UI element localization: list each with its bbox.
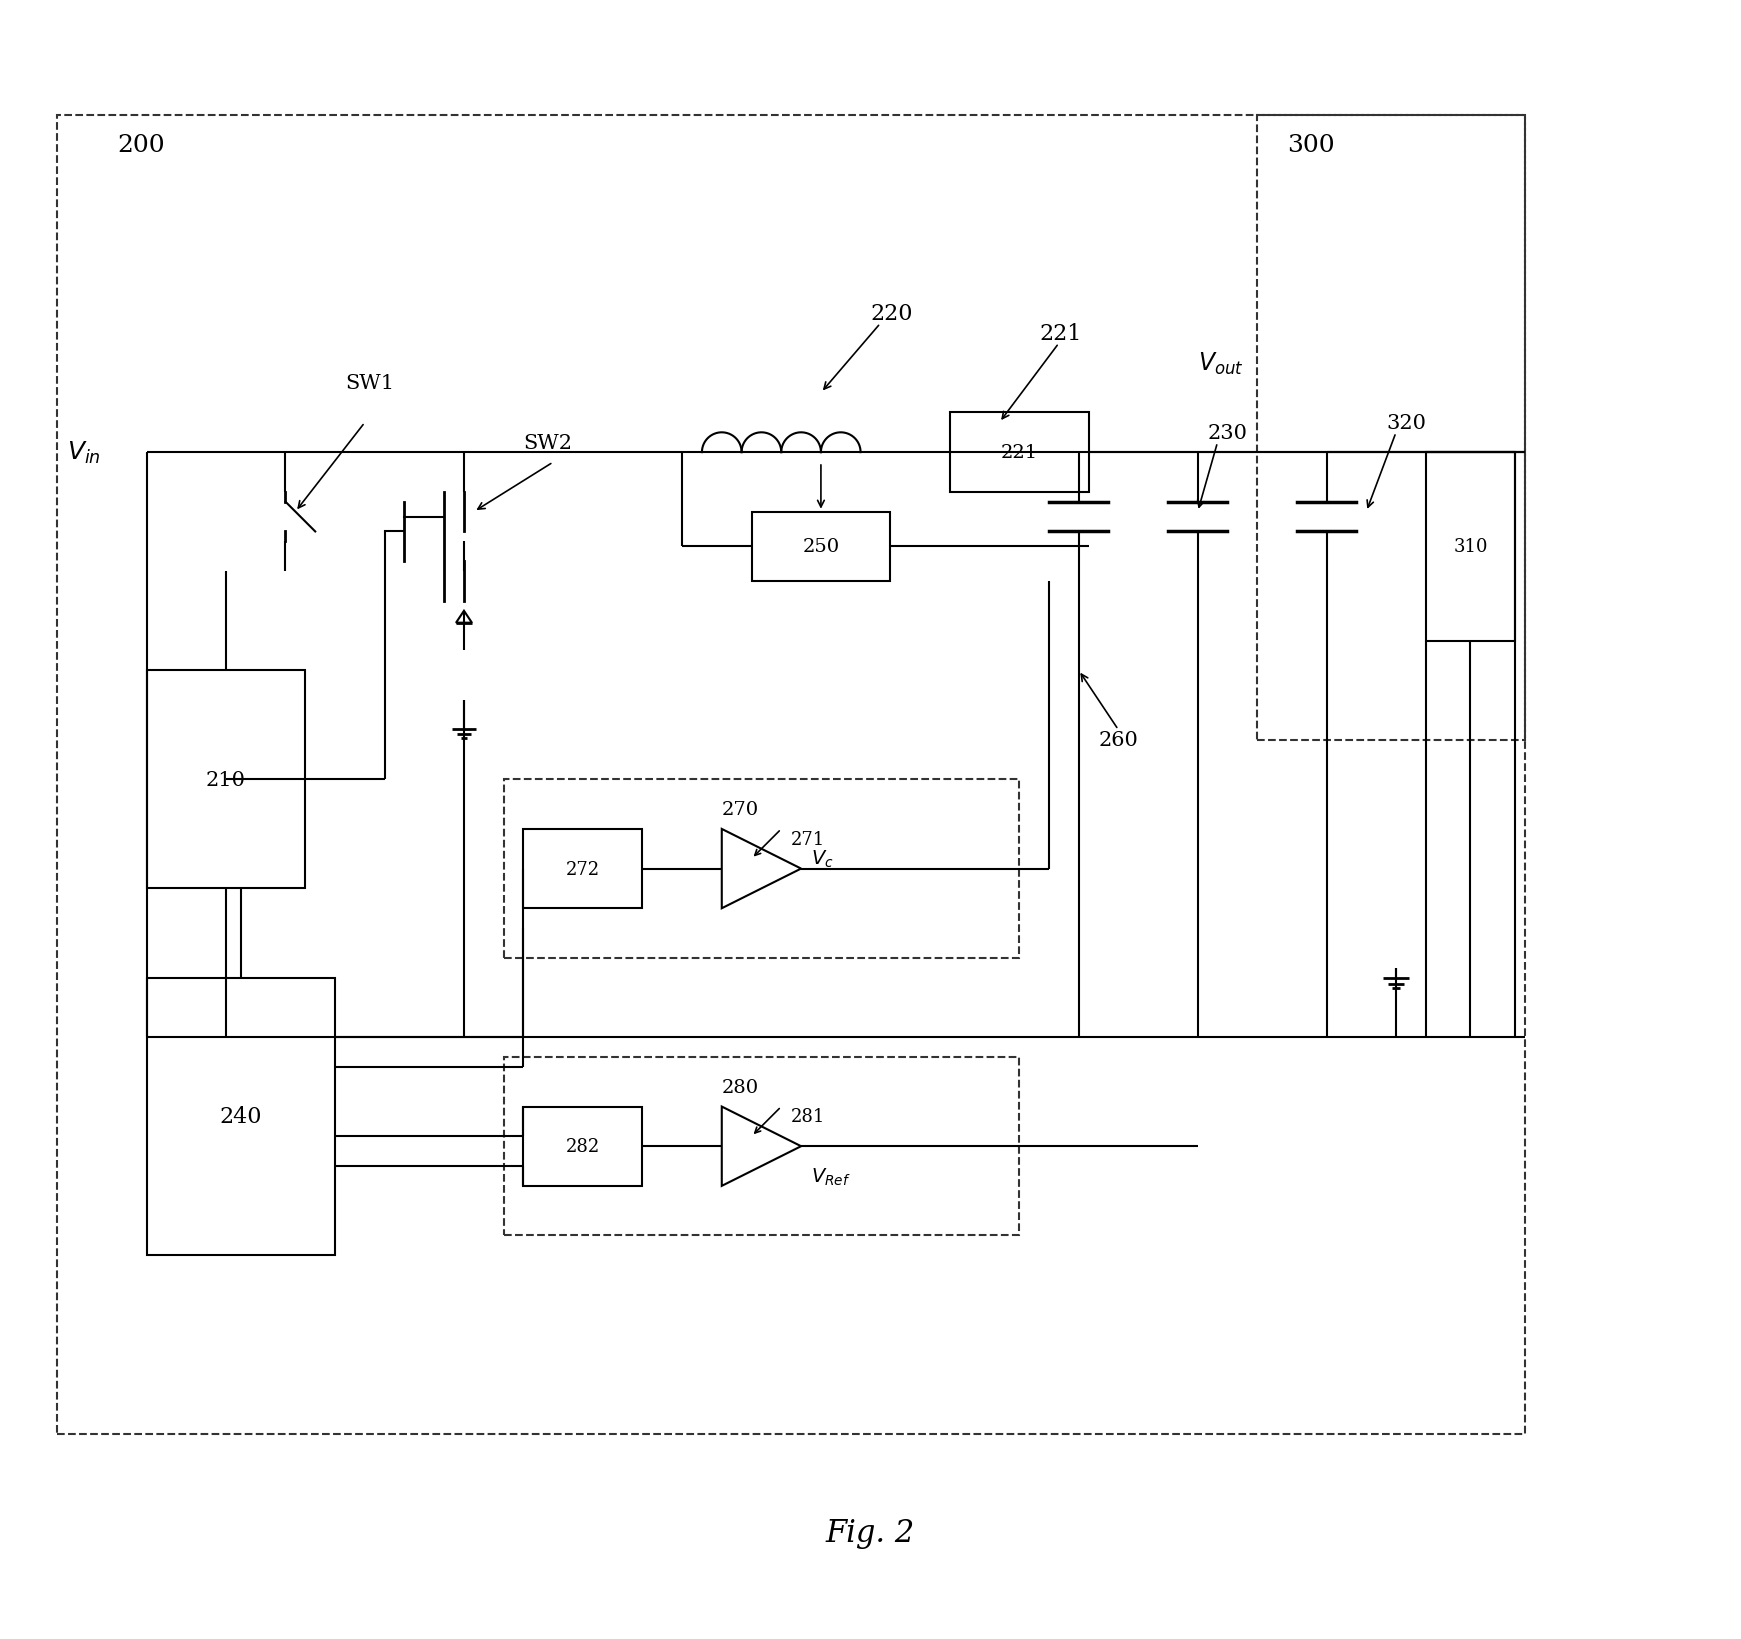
Bar [1426, 452, 1515, 641]
Text: 271: 271 [790, 831, 825, 849]
Text: 320: 320 [1386, 413, 1426, 433]
Bar [524, 829, 642, 908]
Text: 282: 282 [566, 1137, 601, 1155]
Text: 221: 221 [1001, 444, 1038, 462]
Text: 260: 260 [1099, 731, 1139, 749]
Text: 270: 270 [723, 800, 759, 818]
Text: $V_c$: $V_c$ [811, 849, 834, 870]
Text: 300: 300 [1287, 134, 1335, 157]
Text: 221: 221 [1039, 323, 1081, 344]
Polygon shape [723, 1106, 801, 1187]
Bar [1257, 116, 1525, 741]
Text: $V_{in}$: $V_{in}$ [68, 439, 101, 465]
Bar [146, 670, 305, 888]
Text: SW2: SW2 [524, 433, 573, 452]
Text: 210: 210 [205, 770, 245, 790]
Text: 272: 272 [566, 860, 601, 879]
Text: 220: 220 [870, 303, 912, 325]
Bar [524, 1106, 642, 1187]
Polygon shape [456, 611, 472, 623]
Bar [57, 116, 1525, 1434]
Text: $V_{out}$: $V_{out}$ [1198, 351, 1243, 377]
Bar [146, 978, 334, 1255]
Polygon shape [723, 829, 801, 908]
Text: 310: 310 [1454, 538, 1487, 556]
Text: Fig. 2: Fig. 2 [825, 1518, 916, 1549]
Bar [503, 780, 1018, 959]
Text: 240: 240 [219, 1106, 263, 1128]
Text: 280: 280 [723, 1078, 759, 1096]
Bar [752, 513, 890, 582]
Text: 230: 230 [1208, 423, 1248, 443]
Bar [503, 1057, 1018, 1236]
Bar [951, 413, 1088, 492]
Text: 250: 250 [803, 538, 839, 556]
Text: SW1: SW1 [345, 374, 393, 393]
Text: $V_{Ref}$: $V_{Ref}$ [811, 1165, 851, 1187]
Text: 281: 281 [790, 1108, 825, 1126]
Text: 200: 200 [117, 134, 165, 157]
